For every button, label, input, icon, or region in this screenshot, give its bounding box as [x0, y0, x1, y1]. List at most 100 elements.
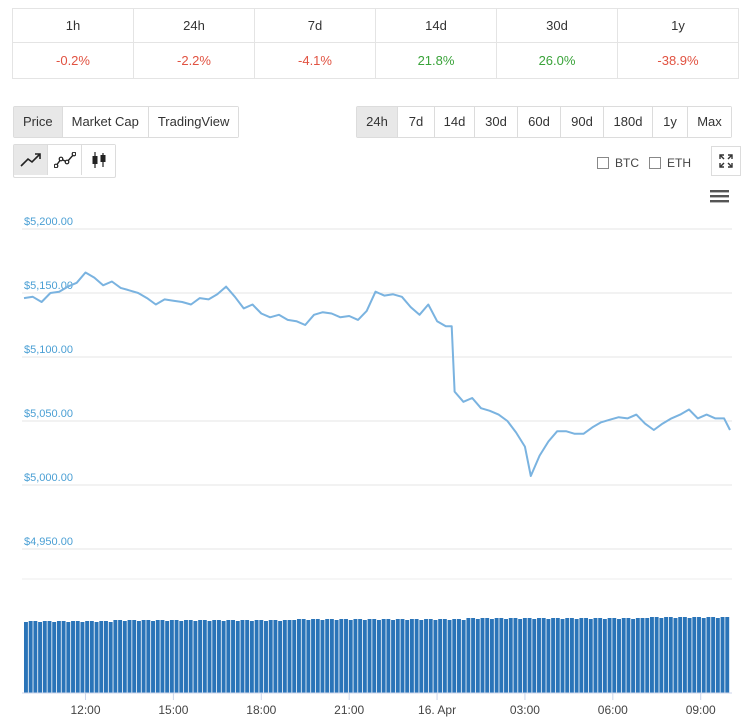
- volume-bar: [485, 618, 490, 693]
- tab-market-cap[interactable]: Market Cap: [62, 107, 149, 137]
- volume-bars: [24, 617, 730, 693]
- fullscreen-button[interactable]: [711, 146, 741, 176]
- volume-bar: [551, 618, 556, 693]
- volume-bar: [47, 621, 52, 693]
- volume-bar: [513, 618, 518, 693]
- volume-bar: [447, 620, 452, 693]
- volume-bar: [635, 618, 640, 693]
- period-header: 1y: [617, 8, 739, 43]
- candlestick-icon: [92, 152, 105, 168]
- volume-bar: [89, 621, 94, 693]
- volume-bar: [546, 619, 551, 693]
- compare-eth-toggle[interactable]: ETH: [649, 156, 691, 170]
- volume-bar: [560, 619, 565, 693]
- range-60d[interactable]: 60d: [518, 107, 561, 137]
- volume-bar: [315, 619, 320, 693]
- x-tick-label: 18:00: [246, 703, 276, 717]
- volume-bar: [466, 618, 471, 693]
- volume-bar: [711, 617, 716, 693]
- btc-checkbox[interactable]: [597, 157, 609, 169]
- range-max[interactable]: Max: [688, 107, 731, 137]
- volume-bar: [94, 622, 99, 693]
- ohlc-line-button[interactable]: [48, 145, 82, 175]
- volume-bar: [725, 617, 730, 693]
- volume-bar: [391, 620, 396, 693]
- range-30d[interactable]: 30d: [475, 107, 518, 137]
- volume-bar: [278, 621, 283, 693]
- volume-bar: [405, 620, 410, 693]
- price-chart[interactable]: $5,200.00 $5,150.00 $5,100.00 $5,050.00 $5,0…: [0, 215, 751, 720]
- volume-bar: [424, 619, 428, 693]
- volume-bar: [362, 620, 367, 693]
- volume-bar: [226, 620, 231, 693]
- volume-bar: [174, 620, 179, 693]
- volume-bar: [184, 620, 188, 693]
- range-90d[interactable]: 90d: [561, 107, 604, 137]
- range-14d[interactable]: 14d: [435, 107, 475, 137]
- volume-bar: [353, 619, 358, 693]
- volume-bar: [569, 618, 574, 693]
- btc-label: BTC: [615, 156, 639, 170]
- change-value: -2.2%: [133, 42, 255, 79]
- volume-bar: [555, 618, 560, 693]
- volume-bar: [311, 619, 316, 693]
- volume-bar: [541, 618, 546, 693]
- volume-bar: [127, 620, 132, 693]
- tab-tradingview[interactable]: TradingView: [148, 107, 239, 137]
- volume-bar: [386, 619, 391, 693]
- volume-bar: [254, 620, 259, 693]
- volume-bar: [697, 617, 701, 693]
- chart-menu-button[interactable]: [710, 188, 729, 204]
- range-1y[interactable]: 1y: [653, 107, 688, 137]
- volume-bar: [273, 620, 278, 693]
- volume-bar: [66, 622, 71, 693]
- volume-bar: [344, 619, 348, 693]
- period-header: 30d: [496, 8, 618, 43]
- volume-bar: [537, 618, 541, 693]
- volume-bar: [259, 620, 264, 693]
- volume-bar: [216, 620, 221, 693]
- volume-bar: [720, 617, 725, 693]
- chart-type-tabs: Price Market Cap TradingView: [13, 106, 240, 138]
- volume-bar: [75, 621, 80, 693]
- volume-bar: [593, 618, 598, 693]
- volume-bar: [287, 620, 292, 693]
- compare-btc-toggle[interactable]: BTC: [597, 156, 639, 170]
- period-header: 1h: [12, 8, 134, 43]
- volume-bar: [292, 620, 297, 693]
- performance-values-row: -0.2% -2.2% -4.1% 21.8% 26.0% -38.9%: [12, 42, 739, 79]
- volume-bar: [320, 620, 325, 693]
- volume-bar: [409, 619, 414, 693]
- volume-bar: [56, 621, 61, 693]
- candlestick-button[interactable]: [82, 145, 115, 175]
- volume-bar: [480, 618, 485, 693]
- line-chart-button[interactable]: [14, 145, 48, 175]
- chart-mode-buttons: [13, 144, 116, 178]
- volume-bar: [532, 619, 537, 693]
- y-tick-label: $5,150.00: [24, 280, 73, 292]
- volume-bar: [612, 618, 617, 693]
- range-7d[interactable]: 7d: [398, 107, 435, 137]
- range-180d[interactable]: 180d: [604, 107, 653, 137]
- x-tick-label: 06:00: [598, 703, 628, 717]
- volume-bar: [438, 619, 443, 693]
- tab-price[interactable]: Price: [14, 107, 63, 137]
- volume-bar: [282, 620, 287, 693]
- volume-bar: [664, 617, 669, 693]
- volume-bar: [155, 620, 160, 693]
- volume-bar: [42, 621, 47, 693]
- range-24h[interactable]: 24h: [357, 107, 398, 137]
- volume-bar: [640, 618, 645, 693]
- period-header: 14d: [375, 8, 497, 43]
- volume-bar: [268, 620, 273, 693]
- y-tick-label: $5,100.00: [24, 344, 73, 356]
- period-header: 7d: [254, 8, 376, 43]
- ohlc-line-icon: [53, 152, 76, 168]
- y-tick-label: $4,950.00: [24, 536, 73, 548]
- volume-bar: [179, 621, 184, 693]
- volume-bar: [24, 622, 28, 693]
- volume-bar: [118, 620, 123, 693]
- eth-checkbox[interactable]: [649, 157, 661, 169]
- change-value: -4.1%: [254, 42, 376, 79]
- volume-bar: [442, 619, 447, 693]
